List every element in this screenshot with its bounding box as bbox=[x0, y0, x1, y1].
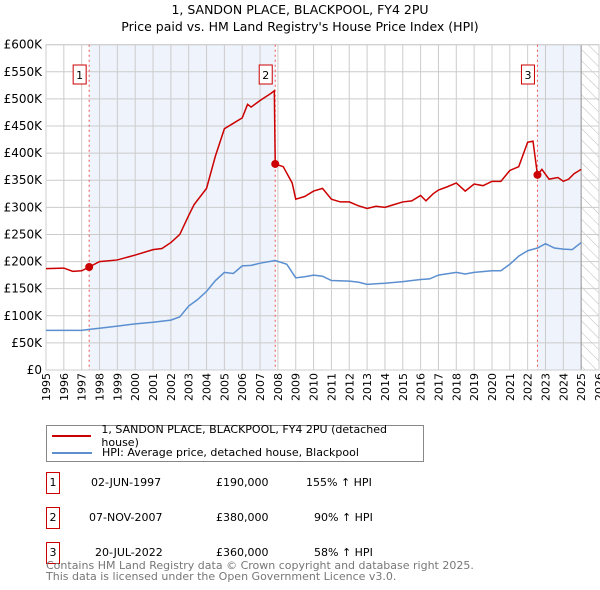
x-tick-label: 2000 bbox=[129, 373, 142, 401]
sale-number: 1 bbox=[46, 472, 60, 494]
x-tick-label: 1999 bbox=[111, 373, 124, 401]
x-tick-label: 2022 bbox=[522, 373, 535, 401]
x-tick-label: 1997 bbox=[76, 373, 89, 401]
sale-row: 3 20-JUL-2022 £360,000 58% ↑ HPI bbox=[46, 542, 446, 564]
x-tick-label: 2001 bbox=[147, 373, 160, 401]
y-tick-label: £50K bbox=[11, 336, 43, 350]
legend-label: HPI: Average price, detached house, Blac… bbox=[102, 446, 359, 459]
y-tick-label: £600K bbox=[4, 38, 44, 52]
x-tick-label: 2007 bbox=[254, 373, 267, 401]
sale-label-box bbox=[520, 64, 535, 85]
x-tick-label: 2011 bbox=[325, 373, 338, 401]
y-tick-label: £250K bbox=[4, 227, 44, 241]
y-tick-label: £450K bbox=[4, 119, 44, 133]
x-tick-label: 2025 bbox=[575, 373, 588, 401]
sale-point bbox=[85, 262, 94, 271]
sale-price: £190,000 bbox=[216, 476, 269, 489]
series-line bbox=[45, 89, 582, 273]
legend-item-property: 1, SANDON PLACE, BLACKPOOL, FY4 2PU (det… bbox=[52, 423, 423, 449]
x-tick-label: 2014 bbox=[379, 373, 392, 401]
x-tick-label: 2020 bbox=[486, 373, 499, 401]
chart-subtitle: Price paid vs. HM Land Registry's House … bbox=[121, 19, 479, 34]
y-tick-label: £500K bbox=[4, 92, 44, 106]
x-tick-label: 2018 bbox=[450, 373, 463, 401]
sale-label: 1 bbox=[76, 69, 83, 82]
x-tick-label: 2015 bbox=[397, 373, 410, 401]
legend: 1, SANDON PLACE, BLACKPOOL, FY4 2PU (det… bbox=[46, 423, 424, 462]
x-tick-label: 2008 bbox=[272, 373, 285, 401]
sale-price: £380,000 bbox=[216, 511, 269, 524]
sale-row: 1 02-JUN-1997 £190,000 155% ↑ HPI bbox=[46, 472, 446, 494]
x-tick-label: 2019 bbox=[468, 373, 481, 401]
sale-label-box bbox=[72, 64, 87, 85]
legend-label: 1, SANDON PLACE, BLACKPOOL, FY4 2PU (det… bbox=[101, 422, 387, 449]
plot-frame bbox=[45, 44, 600, 371]
y-tick-label: £150K bbox=[4, 282, 44, 296]
sale-date: 20-JUL-2022 bbox=[95, 546, 163, 559]
x-tick-label: 2006 bbox=[236, 373, 249, 401]
x-tick-label: 2002 bbox=[165, 373, 178, 401]
x-tick-label: 2004 bbox=[201, 373, 214, 401]
sale-hpi: 90% ↑ HPI bbox=[314, 511, 373, 524]
series-line bbox=[46, 242, 582, 332]
sale-label: 2 bbox=[262, 69, 269, 82]
sale-hpi: 155% ↑ HPI bbox=[306, 476, 372, 489]
y-tick-label: £350K bbox=[4, 173, 44, 187]
sale-label: 3 bbox=[524, 69, 531, 82]
x-tick-label: 1998 bbox=[94, 373, 107, 401]
x-tick-label: 2023 bbox=[539, 373, 552, 401]
legend-swatch-red bbox=[52, 434, 92, 437]
x-tick-label: 1996 bbox=[58, 373, 71, 401]
y-tick-label: £400K bbox=[4, 146, 44, 160]
x-tick-label: 2012 bbox=[343, 373, 356, 401]
footer: Contains HM Land Registry data © Crown c… bbox=[46, 560, 474, 582]
x-tick-label: 2005 bbox=[218, 373, 231, 401]
x-tick-label: 2003 bbox=[183, 373, 196, 401]
y-tick-label: £200K bbox=[4, 255, 44, 269]
sale-date: 07-NOV-2007 bbox=[89, 511, 163, 524]
x-tick-label: 2009 bbox=[290, 373, 303, 401]
x-tick-label: 2013 bbox=[361, 373, 374, 401]
footer-line: Contains HM Land Registry data © Crown c… bbox=[46, 559, 474, 572]
x-tick-label: 2017 bbox=[432, 373, 445, 401]
sale-date: 02-JUN-1997 bbox=[91, 476, 162, 489]
y-tick-label: £550K bbox=[4, 65, 44, 79]
x-tick-label: 2026 bbox=[593, 373, 600, 401]
x-tick-label: 2010 bbox=[308, 373, 321, 401]
price-chart: 1995 1996 1997 1998 1999 2000 2001 2002 2003 2004… bbox=[4, 38, 600, 401]
x-tick-label: 2024 bbox=[557, 373, 570, 401]
sale-number: 3 bbox=[46, 542, 60, 564]
sale-hpi: 58% ↑ HPI bbox=[314, 546, 373, 559]
y-tick-label: £0 bbox=[27, 363, 42, 377]
legend-swatch-blue bbox=[52, 451, 92, 454]
y-tick-label: £300K bbox=[4, 200, 44, 214]
sale-label-box bbox=[258, 64, 273, 85]
x-tick-label: 2021 bbox=[504, 373, 517, 401]
footer-line: This data is licensed under the Open Gov… bbox=[46, 570, 397, 583]
sale-row: 2 07-NOV-2007 £380,000 90% ↑ HPI bbox=[46, 507, 446, 529]
sale-number: 2 bbox=[46, 507, 60, 529]
chart-title: 1, SANDON PLACE, BLACKPOOL, FY4 2PU bbox=[171, 2, 429, 17]
sale-price: £360,000 bbox=[216, 546, 269, 559]
sale-point bbox=[271, 159, 280, 168]
x-tick-label: 1995 bbox=[40, 373, 53, 401]
sale-point bbox=[533, 170, 542, 179]
x-tick-label: 2016 bbox=[415, 373, 428, 401]
y-tick-label: £100K bbox=[4, 309, 44, 323]
legend-item-hpi: HPI: Average price, detached house, Blac… bbox=[52, 444, 359, 461]
